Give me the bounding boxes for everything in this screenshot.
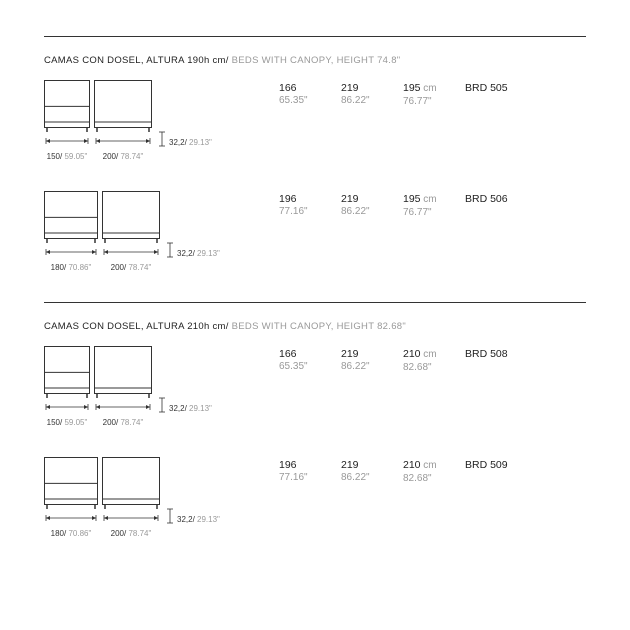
diagram-front: 180/ 70.86" bbox=[44, 457, 98, 538]
spec-col-1: 19677.16" bbox=[279, 193, 341, 219]
section-title: CAMAS CON DOSEL, ALTURA 210h cm/ BEDS WI… bbox=[44, 321, 586, 332]
spec-col-2: 21986.22" bbox=[341, 82, 403, 108]
height-label: 32,2/ 29.13" bbox=[158, 131, 212, 147]
bed-front-icon bbox=[44, 346, 90, 398]
model-code: BRD 508 bbox=[465, 348, 508, 374]
dim-front-label: 150/ 59.05" bbox=[47, 152, 88, 161]
model-code: BRD 506 bbox=[465, 193, 508, 219]
height-bracket-icon bbox=[166, 508, 174, 524]
dim-arrow-icon bbox=[44, 398, 90, 416]
bed-front-icon bbox=[44, 80, 90, 132]
product-row: 150/ 59.05" 200/ 78.74" 32,2/ 29.13" bbox=[44, 80, 586, 161]
dim-front-label: 180/ 70.86" bbox=[51, 263, 92, 272]
product-row: 180/ 70.86" 200/ 78.74" 32,2/ 29.13" bbox=[44, 457, 586, 538]
spec-columns: 19677.16" 21986.22" 210 cm82.68" BRD 509 bbox=[279, 457, 586, 485]
product-row: 180/ 70.86" 200/ 78.74" 32,2/ 29.13" bbox=[44, 191, 586, 272]
diagram-group: 150/ 59.05" 200/ 78.74" 32,2/ 29.13" bbox=[44, 80, 279, 161]
dim-arrow-icon bbox=[44, 132, 90, 150]
spec-col-3: 195 cm76.77" bbox=[403, 193, 465, 219]
dim-arrow-icon bbox=[102, 509, 160, 527]
dim-front-label: 180/ 70.86" bbox=[51, 529, 92, 538]
spec-col-1: 19677.16" bbox=[279, 459, 341, 485]
spec-columns: 16665.35" 21986.22" 210 cm82.68" BRD 508 bbox=[279, 346, 586, 374]
spec-col-3: 195 cm76.77" bbox=[403, 82, 465, 108]
dim-side-label: 200/ 78.74" bbox=[103, 418, 144, 427]
diagram-front: 150/ 59.05" bbox=[44, 346, 90, 427]
dim-arrow-icon bbox=[102, 243, 160, 261]
title-primary: CAMAS CON DOSEL, ALTURA 210h cm/ bbox=[44, 321, 229, 332]
spec-columns: 19677.16" 21986.22" 195 cm76.77" BRD 506 bbox=[279, 191, 586, 219]
height-bracket-icon bbox=[166, 242, 174, 258]
title-primary: CAMAS CON DOSEL, ALTURA 190h cm/ bbox=[44, 55, 229, 66]
dim-arrow-icon bbox=[44, 243, 98, 261]
height-label: 32,2/ 29.13" bbox=[158, 397, 212, 413]
bed-front-icon bbox=[44, 457, 98, 509]
spec-col-2: 21986.22" bbox=[341, 193, 403, 219]
dim-arrow-icon bbox=[44, 509, 98, 527]
section-divider bbox=[44, 302, 586, 303]
height-label: 32,2/ 29.13" bbox=[166, 242, 220, 258]
diagram-side: 200/ 78.74" bbox=[94, 80, 152, 161]
spec-col-3: 210 cm82.68" bbox=[403, 348, 465, 374]
dim-side-label: 200/ 78.74" bbox=[103, 152, 144, 161]
spec-col-1: 16665.35" bbox=[279, 82, 341, 108]
height-label: 32,2/ 29.13" bbox=[166, 508, 220, 524]
model-code: BRD 509 bbox=[465, 459, 508, 485]
height-text: 32,2/ 29.13" bbox=[177, 249, 220, 258]
title-secondary: BEDS WITH CANOPY, HEIGHT 82.68" bbox=[229, 321, 406, 332]
diagram-group: 180/ 70.86" 200/ 78.74" 32,2/ 29.13" bbox=[44, 457, 279, 538]
model-code: BRD 505 bbox=[465, 82, 508, 108]
diagram-group: 150/ 59.05" 200/ 78.74" 32,2/ 29.13" bbox=[44, 346, 279, 427]
diagram-front: 150/ 59.05" bbox=[44, 80, 90, 161]
title-secondary: BEDS WITH CANOPY, HEIGHT 74.8" bbox=[229, 55, 401, 66]
bed-front-icon bbox=[44, 191, 98, 243]
diagram-side: 200/ 78.74" bbox=[102, 457, 160, 538]
height-text: 32,2/ 29.13" bbox=[169, 404, 212, 413]
diagram-side: 200/ 78.74" bbox=[102, 191, 160, 272]
bed-side-icon bbox=[102, 457, 160, 509]
bed-side-icon bbox=[94, 346, 152, 398]
diagram-group: 180/ 70.86" 200/ 78.74" 32,2/ 29.13" bbox=[44, 191, 279, 272]
spec-col-1: 16665.35" bbox=[279, 348, 341, 374]
bed-side-icon bbox=[102, 191, 160, 243]
height-bracket-icon bbox=[158, 131, 166, 147]
spec-col-2: 21986.22" bbox=[341, 348, 403, 374]
diagram-front: 180/ 70.86" bbox=[44, 191, 98, 272]
bed-side-icon bbox=[94, 80, 152, 132]
dim-side-label: 200/ 78.74" bbox=[111, 529, 152, 538]
dim-arrow-icon bbox=[94, 398, 152, 416]
height-text: 32,2/ 29.13" bbox=[169, 138, 212, 147]
spec-col-2: 21986.22" bbox=[341, 459, 403, 485]
section-divider bbox=[44, 36, 586, 37]
dim-arrow-icon bbox=[94, 132, 152, 150]
height-text: 32,2/ 29.13" bbox=[177, 515, 220, 524]
height-bracket-icon bbox=[158, 397, 166, 413]
diagram-side: 200/ 78.74" bbox=[94, 346, 152, 427]
product-row: 150/ 59.05" 200/ 78.74" 32,2/ 29.13" bbox=[44, 346, 586, 427]
section-title: CAMAS CON DOSEL, ALTURA 190h cm/ BEDS WI… bbox=[44, 55, 586, 66]
dim-front-label: 150/ 59.05" bbox=[47, 418, 88, 427]
dim-side-label: 200/ 78.74" bbox=[111, 263, 152, 272]
spec-col-3: 210 cm82.68" bbox=[403, 459, 465, 485]
spec-columns: 16665.35" 21986.22" 195 cm76.77" BRD 505 bbox=[279, 80, 586, 108]
